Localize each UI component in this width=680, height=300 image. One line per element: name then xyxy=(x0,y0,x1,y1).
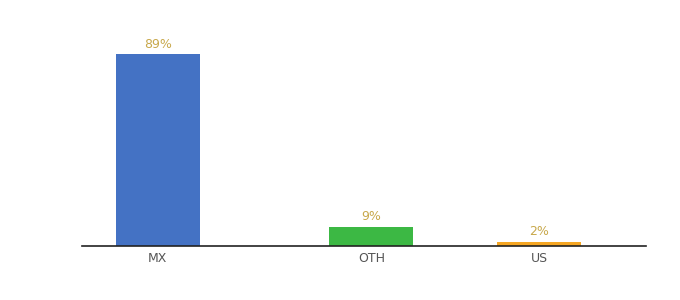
Text: 89%: 89% xyxy=(144,38,172,50)
Text: 9%: 9% xyxy=(362,210,381,223)
Bar xyxy=(330,226,413,246)
Bar xyxy=(116,54,200,246)
Bar xyxy=(497,242,581,246)
Text: 2%: 2% xyxy=(529,225,549,239)
